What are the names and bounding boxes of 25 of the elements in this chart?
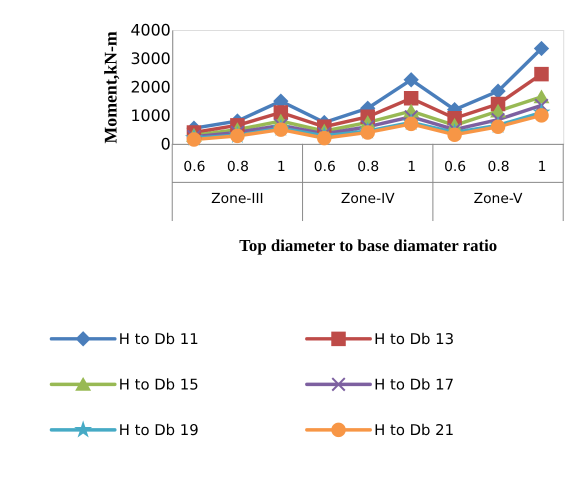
legend-label: H to Db 11 xyxy=(118,330,199,348)
legend-label: H to Db 21 xyxy=(374,422,454,439)
x-tick-label: 1 xyxy=(538,159,546,176)
legend-label: H to Db 13 xyxy=(374,330,454,348)
x-tick-label: 0.6 xyxy=(183,159,206,176)
x-tick-label: 0.8 xyxy=(488,159,510,176)
y-tick-label: 3000 xyxy=(130,48,171,68)
y-tick-label: 1000 xyxy=(130,106,171,125)
x-tick-label: 0.8 xyxy=(357,159,380,176)
y-tick-label: 2000 xyxy=(130,77,171,96)
legend-label: H to Db 19 xyxy=(118,422,199,439)
x-tick-label: 0.8 xyxy=(226,159,249,176)
x-tick-label: 1 xyxy=(407,159,416,176)
x-axis-title: Top diameter to base diamater ratio xyxy=(239,236,498,256)
y-tick-label: 0 xyxy=(160,134,171,154)
text: Zone-III xyxy=(211,191,264,208)
legend-label: H to Db 17 xyxy=(374,376,454,394)
text: Zone-V xyxy=(474,191,524,208)
y-axis-title: Moment,kN-m xyxy=(100,31,121,144)
y-tick-label: 4000 xyxy=(130,20,171,40)
x-tick-label: 1 xyxy=(276,159,286,176)
x-tick-label: 0.6 xyxy=(444,159,466,176)
legend-label: H to Db 15 xyxy=(118,376,199,394)
text: Zone-IV xyxy=(340,191,396,208)
x-tick-label: 0.6 xyxy=(314,159,336,176)
